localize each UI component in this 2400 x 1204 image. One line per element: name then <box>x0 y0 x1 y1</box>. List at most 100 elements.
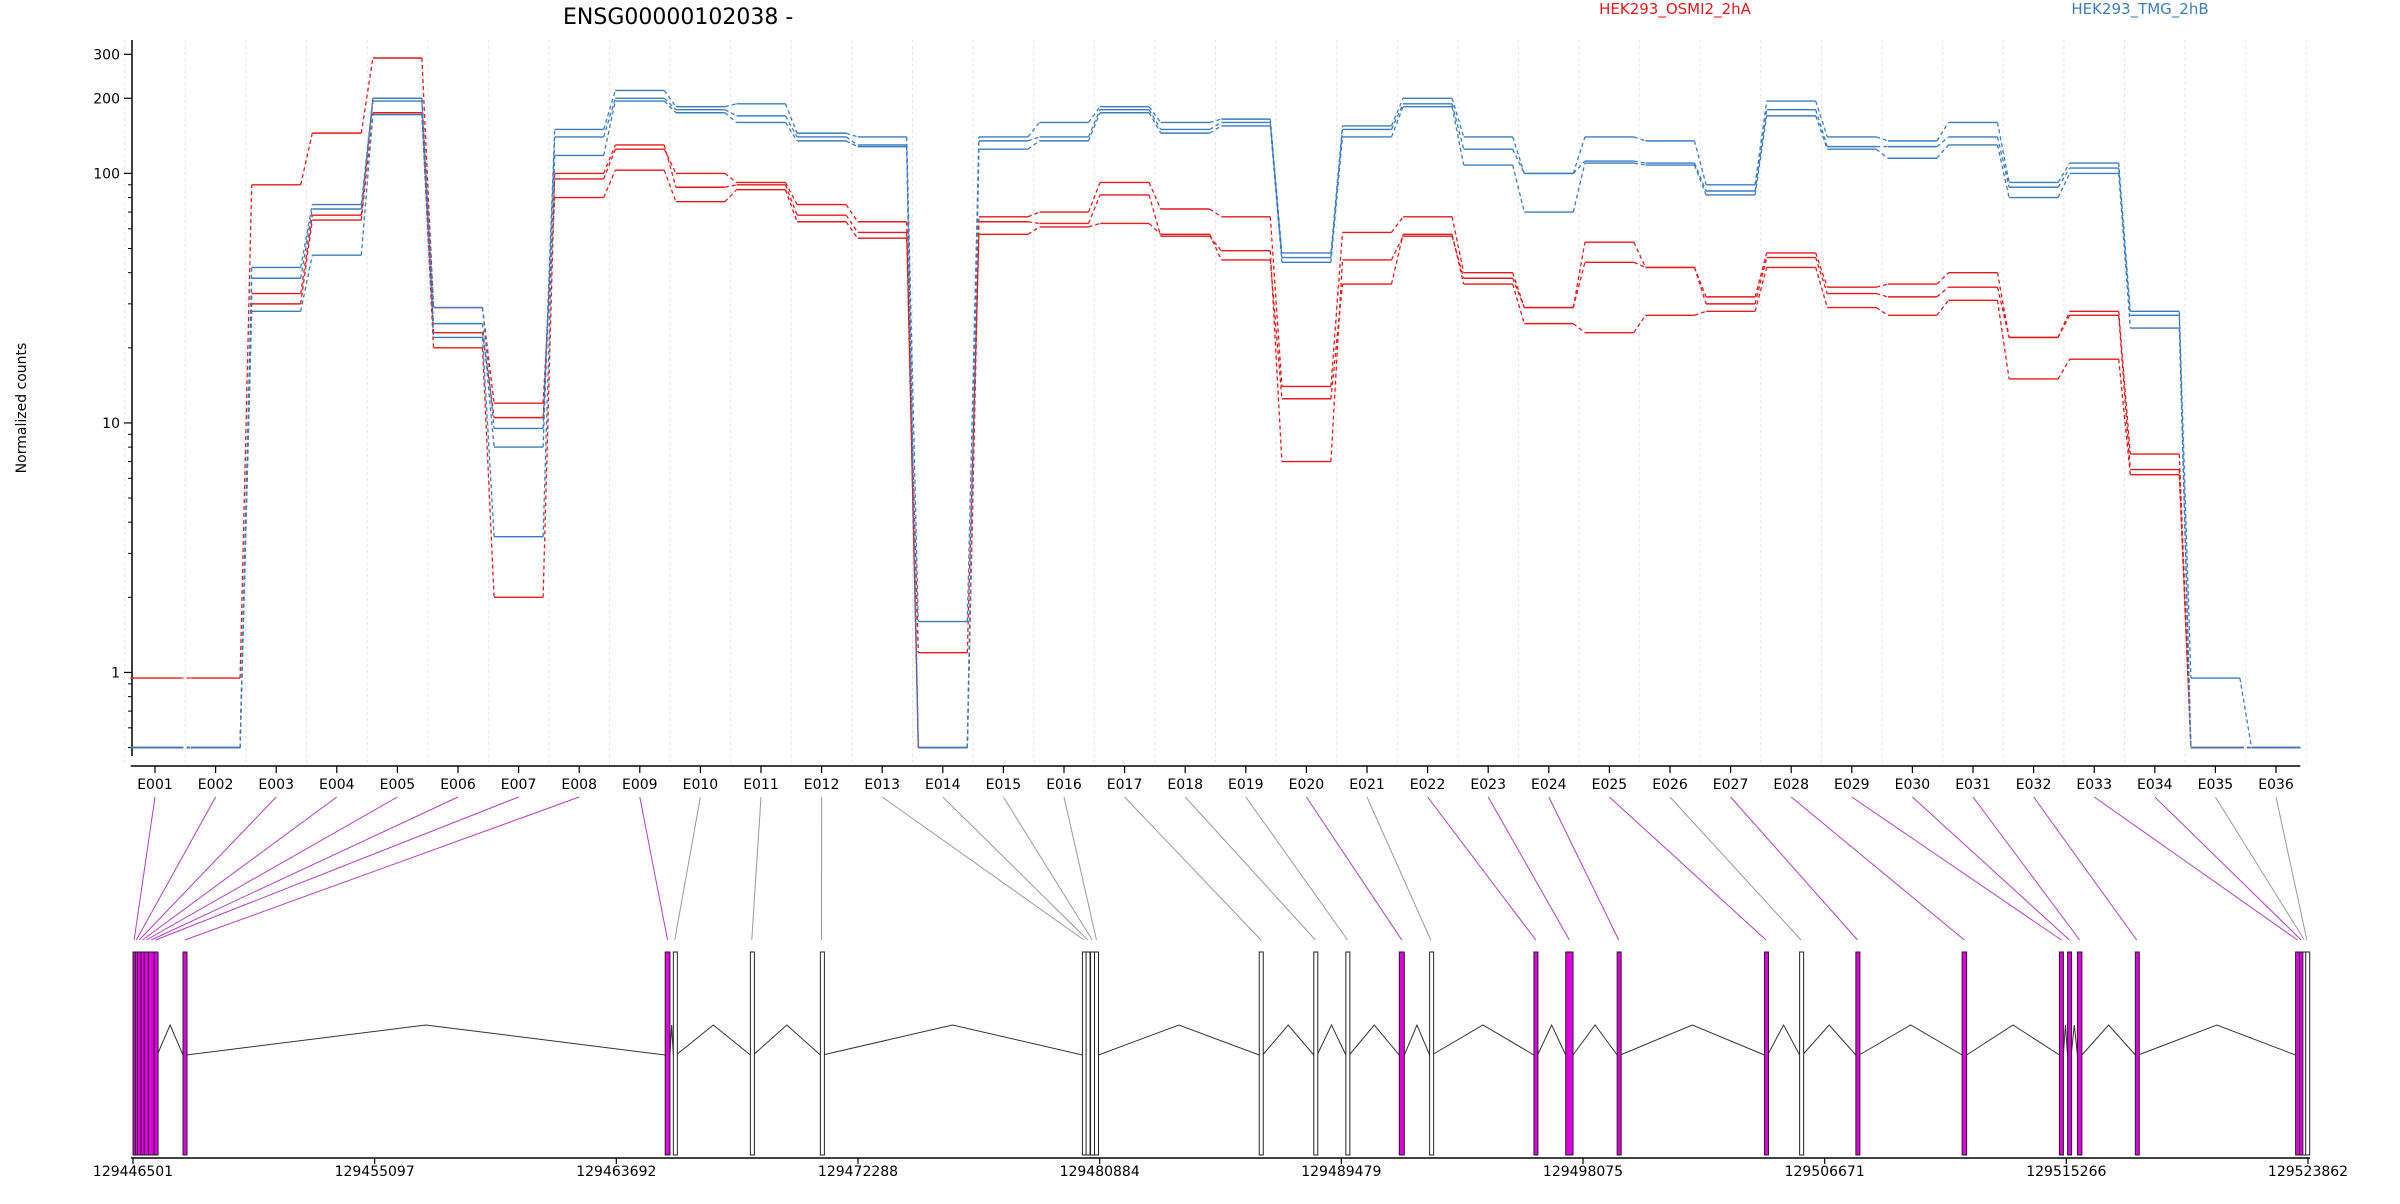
exon-connector <box>1488 797 1569 940</box>
x-tick-label: E007 <box>501 777 537 793</box>
exon-box <box>1086 952 1090 1155</box>
exon-connector <box>136 797 215 940</box>
exon-connector <box>139 797 276 940</box>
x-tick-label: E012 <box>804 777 840 793</box>
exon-box <box>154 952 158 1155</box>
x-tick-label: E028 <box>1773 777 1809 793</box>
exon-box <box>665 952 670 1155</box>
genome-coord-label: 129523862 <box>2268 1164 2348 1180</box>
intron-line <box>1349 1025 1399 1055</box>
x-tick-label: E020 <box>1289 777 1325 793</box>
exon-box <box>2135 952 2139 1155</box>
intron-line <box>1404 1025 1429 1055</box>
exon-box <box>1095 952 1099 1155</box>
series-connector <box>301 209 313 278</box>
exon-box <box>2077 952 2081 1155</box>
intron-line <box>1317 1025 1346 1055</box>
y-tick-label: 200 <box>93 91 120 107</box>
intron-line <box>157 1025 183 1055</box>
exon-box <box>820 952 824 1155</box>
intron-line <box>186 1025 665 1055</box>
x-tick-label: E024 <box>1531 777 1567 793</box>
exon-connector <box>943 797 1088 940</box>
series-connector <box>1392 217 1404 233</box>
exon-connector <box>2155 797 2301 940</box>
exon-connector <box>882 797 1084 940</box>
genome-coord-label: 129480884 <box>1060 1164 1140 1180</box>
intron-line <box>1802 1025 1855 1055</box>
x-tick-label: E035 <box>2198 777 2234 793</box>
exon-box <box>1346 952 1350 1155</box>
exon-connector <box>752 797 761 940</box>
exon-connector <box>1367 797 1431 940</box>
x-tick-label: E003 <box>258 777 294 793</box>
intron-line <box>2063 1025 2067 1055</box>
intron-line <box>1098 1025 1259 1055</box>
exon-connector-layer <box>134 797 2307 940</box>
intron-line <box>823 1025 1083 1055</box>
intron-line <box>1573 1025 1617 1055</box>
exon-connector <box>1852 797 2062 940</box>
exon-box <box>2296 952 2300 1155</box>
x-tick-label: E001 <box>137 777 173 793</box>
exon-connector <box>1306 797 1401 940</box>
x-tick-label: E033 <box>2076 777 2112 793</box>
series-connector <box>1513 273 1525 308</box>
intron-line <box>753 1025 820 1055</box>
exon-box <box>144 952 148 1155</box>
x-tick-label: E015 <box>986 777 1022 793</box>
exon-box <box>2068 952 2072 1155</box>
exon-connector <box>1549 797 1619 940</box>
x-tick-label: E005 <box>380 777 416 793</box>
exon-connector <box>134 797 155 940</box>
series-connector <box>1937 300 1949 315</box>
x-tick-label: E019 <box>1228 777 1264 793</box>
exon-box <box>1399 952 1404 1155</box>
exon-connector <box>2034 797 2137 940</box>
intron-line <box>1263 1025 1314 1055</box>
exon-connector <box>2094 797 2297 940</box>
intron-line <box>1768 1025 1800 1055</box>
y-tick-label: 300 <box>93 47 120 63</box>
exon-box <box>1617 952 1621 1155</box>
exon-box <box>1764 952 1768 1155</box>
exon-box <box>1534 952 1538 1155</box>
genome-coord-label: 129446501 <box>93 1164 173 1180</box>
exon-connector <box>1973 797 2080 940</box>
x-tick-label: E010 <box>683 777 719 793</box>
x-tick-label: E013 <box>864 777 900 793</box>
exon-connector <box>1609 797 1766 940</box>
legend-entry-osmi: HEK293_OSMI2_2hA <box>1599 0 1752 19</box>
x-tick-label: E030 <box>1895 777 1931 793</box>
intron-line <box>670 1025 673 1055</box>
intron-line <box>1859 1025 1962 1055</box>
x-tick-label: E009 <box>622 777 658 793</box>
x-tick-label: E006 <box>440 777 476 793</box>
exon-box <box>1566 952 1573 1155</box>
exon-connector <box>640 797 668 940</box>
intron-line <box>2082 1025 2135 1055</box>
series-connector <box>2119 315 2131 469</box>
x-tick-label: E025 <box>1592 777 1628 793</box>
series-connector <box>846 205 858 222</box>
x-tick-label: E031 <box>1955 777 1991 793</box>
chart-title: ENSG00000102038 - <box>563 5 793 30</box>
intron-line <box>1967 1025 2060 1055</box>
exon-connector <box>1731 797 1858 940</box>
exon-box <box>183 952 187 1155</box>
x-tick-label: E004 <box>319 777 355 793</box>
exon-connector <box>185 797 579 940</box>
series-1 <box>131 98 2301 747</box>
exon-connector <box>1428 797 1536 940</box>
exon-connector <box>1185 797 1315 940</box>
exon-box <box>673 952 677 1155</box>
genome-coord-label: 129498075 <box>1543 1164 1623 1180</box>
exon-box <box>750 952 754 1155</box>
y-tick-label: 10 <box>102 416 120 432</box>
intron-line <box>1620 1025 1764 1055</box>
y-axis-label: Normalized counts <box>14 343 30 474</box>
x-tick-label: E022 <box>1410 777 1446 793</box>
y-tick-label: 100 <box>93 166 120 182</box>
